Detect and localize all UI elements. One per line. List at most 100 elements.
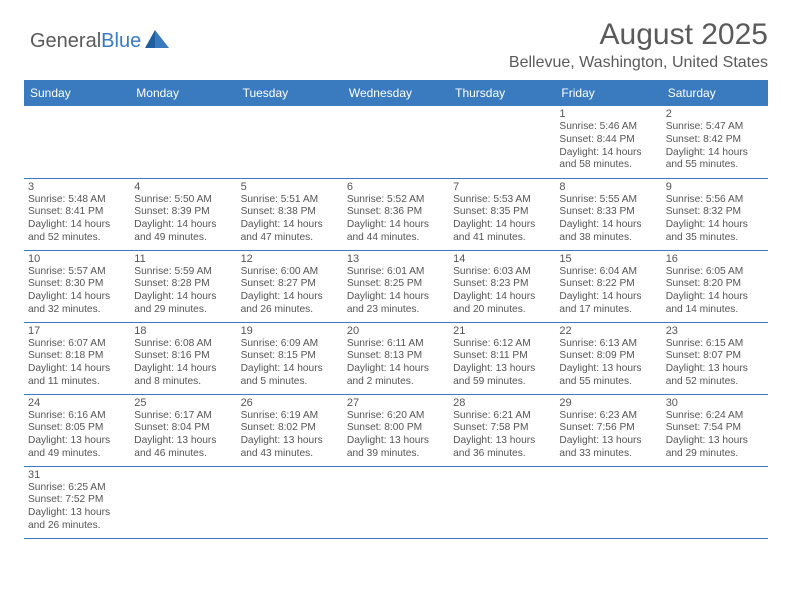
- cell-daylight2: and 23 minutes.: [347, 304, 445, 317]
- calendar-cell: 28Sunrise: 6:21 AMSunset: 7:58 PMDayligh…: [449, 394, 555, 466]
- brand-part1: General: [30, 30, 101, 53]
- cell-sunrise: Sunrise: 6:08 AM: [134, 338, 232, 351]
- brand-part2: Blue: [101, 30, 141, 53]
- calendar-cell: 24Sunrise: 6:16 AMSunset: 8:05 PMDayligh…: [24, 394, 130, 466]
- cell-sunset: Sunset: 8:42 PM: [666, 134, 764, 147]
- cell-daylight1: Daylight: 13 hours: [28, 435, 126, 448]
- cell-daylight1: Daylight: 14 hours: [347, 219, 445, 232]
- cell-daylight1: Daylight: 13 hours: [666, 363, 764, 376]
- brand-logo: GeneralBlue: [30, 28, 171, 54]
- cell-sunrise: Sunrise: 5:57 AM: [28, 266, 126, 279]
- cell-sunset: Sunset: 8:02 PM: [241, 422, 339, 435]
- calendar-cell: [449, 466, 555, 538]
- day-number: 3: [28, 181, 126, 193]
- cell-daylight2: and 5 minutes.: [241, 376, 339, 389]
- cell-sunset: Sunset: 8:04 PM: [134, 422, 232, 435]
- cell-sunset: Sunset: 8:07 PM: [666, 350, 764, 363]
- day-number: 22: [559, 325, 657, 337]
- calendar-cell: 2Sunrise: 5:47 AMSunset: 8:42 PMDaylight…: [662, 106, 768, 178]
- cell-sunset: Sunset: 8:13 PM: [347, 350, 445, 363]
- calendar-cell: [24, 106, 130, 178]
- cell-sunset: Sunset: 8:44 PM: [559, 134, 657, 147]
- cell-sunset: Sunset: 8:25 PM: [347, 278, 445, 291]
- calendar-cell: 25Sunrise: 6:17 AMSunset: 8:04 PMDayligh…: [130, 394, 236, 466]
- cell-daylight2: and 39 minutes.: [347, 448, 445, 461]
- cell-sunrise: Sunrise: 6:12 AM: [453, 338, 551, 351]
- day-number: 16: [666, 253, 764, 265]
- cell-sunrise: Sunrise: 6:16 AM: [28, 410, 126, 423]
- calendar-cell: 5Sunrise: 5:51 AMSunset: 8:38 PMDaylight…: [237, 178, 343, 250]
- calendar-cell: 8Sunrise: 5:55 AMSunset: 8:33 PMDaylight…: [555, 178, 661, 250]
- cell-daylight1: Daylight: 14 hours: [559, 147, 657, 160]
- calendar-cell: 1Sunrise: 5:46 AMSunset: 8:44 PMDaylight…: [555, 106, 661, 178]
- cell-daylight2: and 11 minutes.: [28, 376, 126, 389]
- calendar-week-row: 10Sunrise: 5:57 AMSunset: 8:30 PMDayligh…: [24, 250, 768, 322]
- calendar-header: SundayMondayTuesdayWednesdayThursdayFrid…: [24, 80, 768, 106]
- cell-daylight1: Daylight: 14 hours: [134, 291, 232, 304]
- cell-daylight1: Daylight: 14 hours: [559, 291, 657, 304]
- cell-sunrise: Sunrise: 5:50 AM: [134, 194, 232, 207]
- cell-sunrise: Sunrise: 5:59 AM: [134, 266, 232, 279]
- calendar-cell: [237, 466, 343, 538]
- calendar-cell: 3Sunrise: 5:48 AMSunset: 8:41 PMDaylight…: [24, 178, 130, 250]
- cell-sunset: Sunset: 8:36 PM: [347, 206, 445, 219]
- cell-daylight1: Daylight: 14 hours: [28, 291, 126, 304]
- calendar-table: SundayMondayTuesdayWednesdayThursdayFrid…: [24, 80, 768, 539]
- cell-sunrise: Sunrise: 5:52 AM: [347, 194, 445, 207]
- calendar-cell: 29Sunrise: 6:23 AMSunset: 7:56 PMDayligh…: [555, 394, 661, 466]
- cell-sunset: Sunset: 8:35 PM: [453, 206, 551, 219]
- calendar-cell: 31Sunrise: 6:25 AMSunset: 7:52 PMDayligh…: [24, 466, 130, 538]
- cell-daylight1: Daylight: 13 hours: [241, 435, 339, 448]
- day-number: 24: [28, 397, 126, 409]
- calendar-cell: [662, 466, 768, 538]
- cell-daylight1: Daylight: 14 hours: [28, 219, 126, 232]
- cell-daylight2: and 29 minutes.: [134, 304, 232, 317]
- cell-daylight1: Daylight: 14 hours: [241, 291, 339, 304]
- weekday-header: Tuesday: [237, 80, 343, 106]
- calendar-cell: [130, 466, 236, 538]
- cell-daylight1: Daylight: 14 hours: [666, 219, 764, 232]
- day-number: 30: [666, 397, 764, 409]
- cell-daylight2: and 20 minutes.: [453, 304, 551, 317]
- cell-sunrise: Sunrise: 6:15 AM: [666, 338, 764, 351]
- cell-sunset: Sunset: 7:56 PM: [559, 422, 657, 435]
- cell-daylight1: Daylight: 13 hours: [453, 363, 551, 376]
- calendar-cell: 27Sunrise: 6:20 AMSunset: 8:00 PMDayligh…: [343, 394, 449, 466]
- cell-daylight2: and 47 minutes.: [241, 232, 339, 245]
- cell-sunrise: Sunrise: 6:20 AM: [347, 410, 445, 423]
- cell-sunrise: Sunrise: 6:23 AM: [559, 410, 657, 423]
- cell-daylight2: and 33 minutes.: [559, 448, 657, 461]
- cell-sunrise: Sunrise: 6:03 AM: [453, 266, 551, 279]
- cell-sunrise: Sunrise: 5:53 AM: [453, 194, 551, 207]
- calendar-cell: 4Sunrise: 5:50 AMSunset: 8:39 PMDaylight…: [130, 178, 236, 250]
- cell-daylight1: Daylight: 13 hours: [28, 507, 126, 520]
- calendar-cell: 10Sunrise: 5:57 AMSunset: 8:30 PMDayligh…: [24, 250, 130, 322]
- cell-daylight2: and 32 minutes.: [28, 304, 126, 317]
- cell-daylight1: Daylight: 14 hours: [666, 147, 764, 160]
- cell-sunrise: Sunrise: 5:55 AM: [559, 194, 657, 207]
- cell-sunrise: Sunrise: 6:04 AM: [559, 266, 657, 279]
- cell-daylight1: Daylight: 13 hours: [666, 435, 764, 448]
- cell-sunset: Sunset: 8:39 PM: [134, 206, 232, 219]
- calendar-cell: 26Sunrise: 6:19 AMSunset: 8:02 PMDayligh…: [237, 394, 343, 466]
- cell-daylight1: Daylight: 14 hours: [241, 219, 339, 232]
- day-number: 19: [241, 325, 339, 337]
- day-number: 4: [134, 181, 232, 193]
- cell-daylight1: Daylight: 13 hours: [134, 435, 232, 448]
- calendar-cell: 15Sunrise: 6:04 AMSunset: 8:22 PMDayligh…: [555, 250, 661, 322]
- calendar-cell: 17Sunrise: 6:07 AMSunset: 8:18 PMDayligh…: [24, 322, 130, 394]
- cell-daylight2: and 14 minutes.: [666, 304, 764, 317]
- cell-sunset: Sunset: 7:52 PM: [28, 494, 126, 507]
- cell-daylight1: Daylight: 13 hours: [559, 363, 657, 376]
- cell-sunrise: Sunrise: 5:47 AM: [666, 121, 764, 134]
- cell-daylight1: Daylight: 14 hours: [347, 291, 445, 304]
- day-number: 7: [453, 181, 551, 193]
- cell-daylight2: and 41 minutes.: [453, 232, 551, 245]
- day-number: 5: [241, 181, 339, 193]
- cell-sunrise: Sunrise: 5:48 AM: [28, 194, 126, 207]
- cell-daylight2: and 36 minutes.: [453, 448, 551, 461]
- calendar-cell: 21Sunrise: 6:12 AMSunset: 8:11 PMDayligh…: [449, 322, 555, 394]
- day-number: 21: [453, 325, 551, 337]
- cell-sunrise: Sunrise: 6:24 AM: [666, 410, 764, 423]
- calendar-cell: 22Sunrise: 6:13 AMSunset: 8:09 PMDayligh…: [555, 322, 661, 394]
